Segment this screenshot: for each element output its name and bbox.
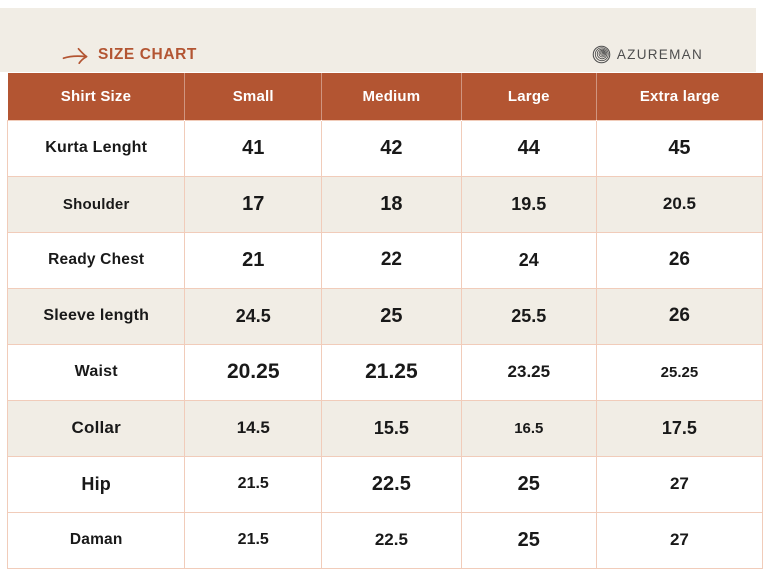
size-value: 21.25 bbox=[321, 343, 462, 401]
table-row: Sleeve length 24.5 25 25.5 26 bbox=[6, 287, 764, 345]
row-label: Sleeve length bbox=[6, 287, 186, 345]
row-label: Kurta Lenght bbox=[6, 119, 186, 177]
size-value: 21.5 bbox=[184, 511, 323, 569]
table-row: Daman 21.5 22.5 25 27 bbox=[6, 511, 764, 569]
table-head: Shirt Size Small Medium Large Extra large bbox=[7, 73, 763, 120]
size-value: 25 bbox=[460, 511, 597, 569]
size-value: 44 bbox=[460, 119, 597, 177]
size-value: 19.5 bbox=[460, 175, 597, 233]
size-value: 17 bbox=[184, 175, 323, 233]
row-label: Ready Chest bbox=[6, 231, 186, 289]
size-chart-page: SIZE CHART AZUREMAN Shirt Size Small Mediu… bbox=[0, 8, 770, 569]
row-label: Waist bbox=[6, 343, 186, 401]
size-value: 25.5 bbox=[460, 287, 597, 345]
size-value: 26 bbox=[595, 231, 764, 289]
table-row: Waist 20.25 21.25 23.25 25.25 bbox=[6, 343, 764, 401]
size-value: 24 bbox=[460, 231, 597, 289]
table-row: Ready Chest 21 22 24 26 bbox=[6, 231, 764, 289]
column-header: Small bbox=[184, 73, 323, 120]
size-value: 25 bbox=[321, 287, 462, 345]
column-header: Shirt Size bbox=[7, 73, 186, 120]
table-row: Shoulder 17 18 19.5 20.5 bbox=[6, 175, 764, 233]
size-value: 42 bbox=[321, 119, 462, 177]
row-label: Collar bbox=[6, 399, 186, 457]
size-value: 22.5 bbox=[321, 511, 462, 569]
column-header: Medium bbox=[321, 73, 462, 120]
size-value: 21 bbox=[184, 231, 323, 289]
size-value: 22.5 bbox=[321, 455, 462, 513]
size-value: 23.25 bbox=[460, 343, 597, 401]
table-row: Collar 14.5 15.5 16.5 17.5 bbox=[6, 399, 764, 457]
table-row: Hip 21.5 22.5 25 27 bbox=[6, 455, 764, 513]
size-value: 27 bbox=[595, 455, 764, 513]
size-value: 16.5 bbox=[460, 399, 597, 457]
title-group: SIZE CHART bbox=[62, 46, 197, 64]
size-value: 20.25 bbox=[184, 343, 323, 401]
size-value: 25 bbox=[460, 455, 597, 513]
size-value: 45 bbox=[595, 119, 764, 177]
size-value: 18 bbox=[321, 175, 462, 233]
column-header: Extra large bbox=[596, 73, 763, 120]
column-header: Large bbox=[461, 73, 597, 120]
page-title: SIZE CHART bbox=[98, 46, 197, 63]
size-value: 14.5 bbox=[184, 399, 323, 457]
brand-name: AZUREMAN bbox=[616, 47, 703, 62]
size-value: 27 bbox=[595, 511, 764, 569]
size-chart-table: Shirt Size Small Medium Large Extra large Ku… bbox=[6, 73, 764, 569]
size-value: 15.5 bbox=[321, 399, 462, 457]
size-value: 41 bbox=[184, 119, 323, 177]
table-header-row: Shirt Size Small Medium Large Extra large bbox=[7, 73, 763, 120]
brand: AZUREMAN bbox=[592, 45, 703, 64]
yarn-spiral-icon bbox=[592, 45, 611, 64]
row-label: Shoulder bbox=[6, 175, 186, 233]
arrow-right-icon bbox=[62, 47, 88, 64]
banner: SIZE CHART AZUREMAN bbox=[0, 8, 756, 72]
size-value: 26 bbox=[595, 287, 764, 345]
size-value: 22 bbox=[321, 231, 462, 289]
table-body: Kurta Lenght 41 42 44 45 Shoulder 17 18 19.5 20.5… bbox=[6, 119, 764, 569]
size-value: 24.5 bbox=[184, 287, 323, 345]
size-value: 21.5 bbox=[184, 455, 323, 513]
size-value: 17.5 bbox=[595, 399, 764, 457]
row-label: Hip bbox=[6, 455, 186, 513]
size-value: 25.25 bbox=[595, 343, 764, 401]
size-value: 20.5 bbox=[595, 175, 764, 233]
row-label: Daman bbox=[6, 511, 186, 569]
table-row: Kurta Lenght 41 42 44 45 bbox=[6, 119, 764, 177]
